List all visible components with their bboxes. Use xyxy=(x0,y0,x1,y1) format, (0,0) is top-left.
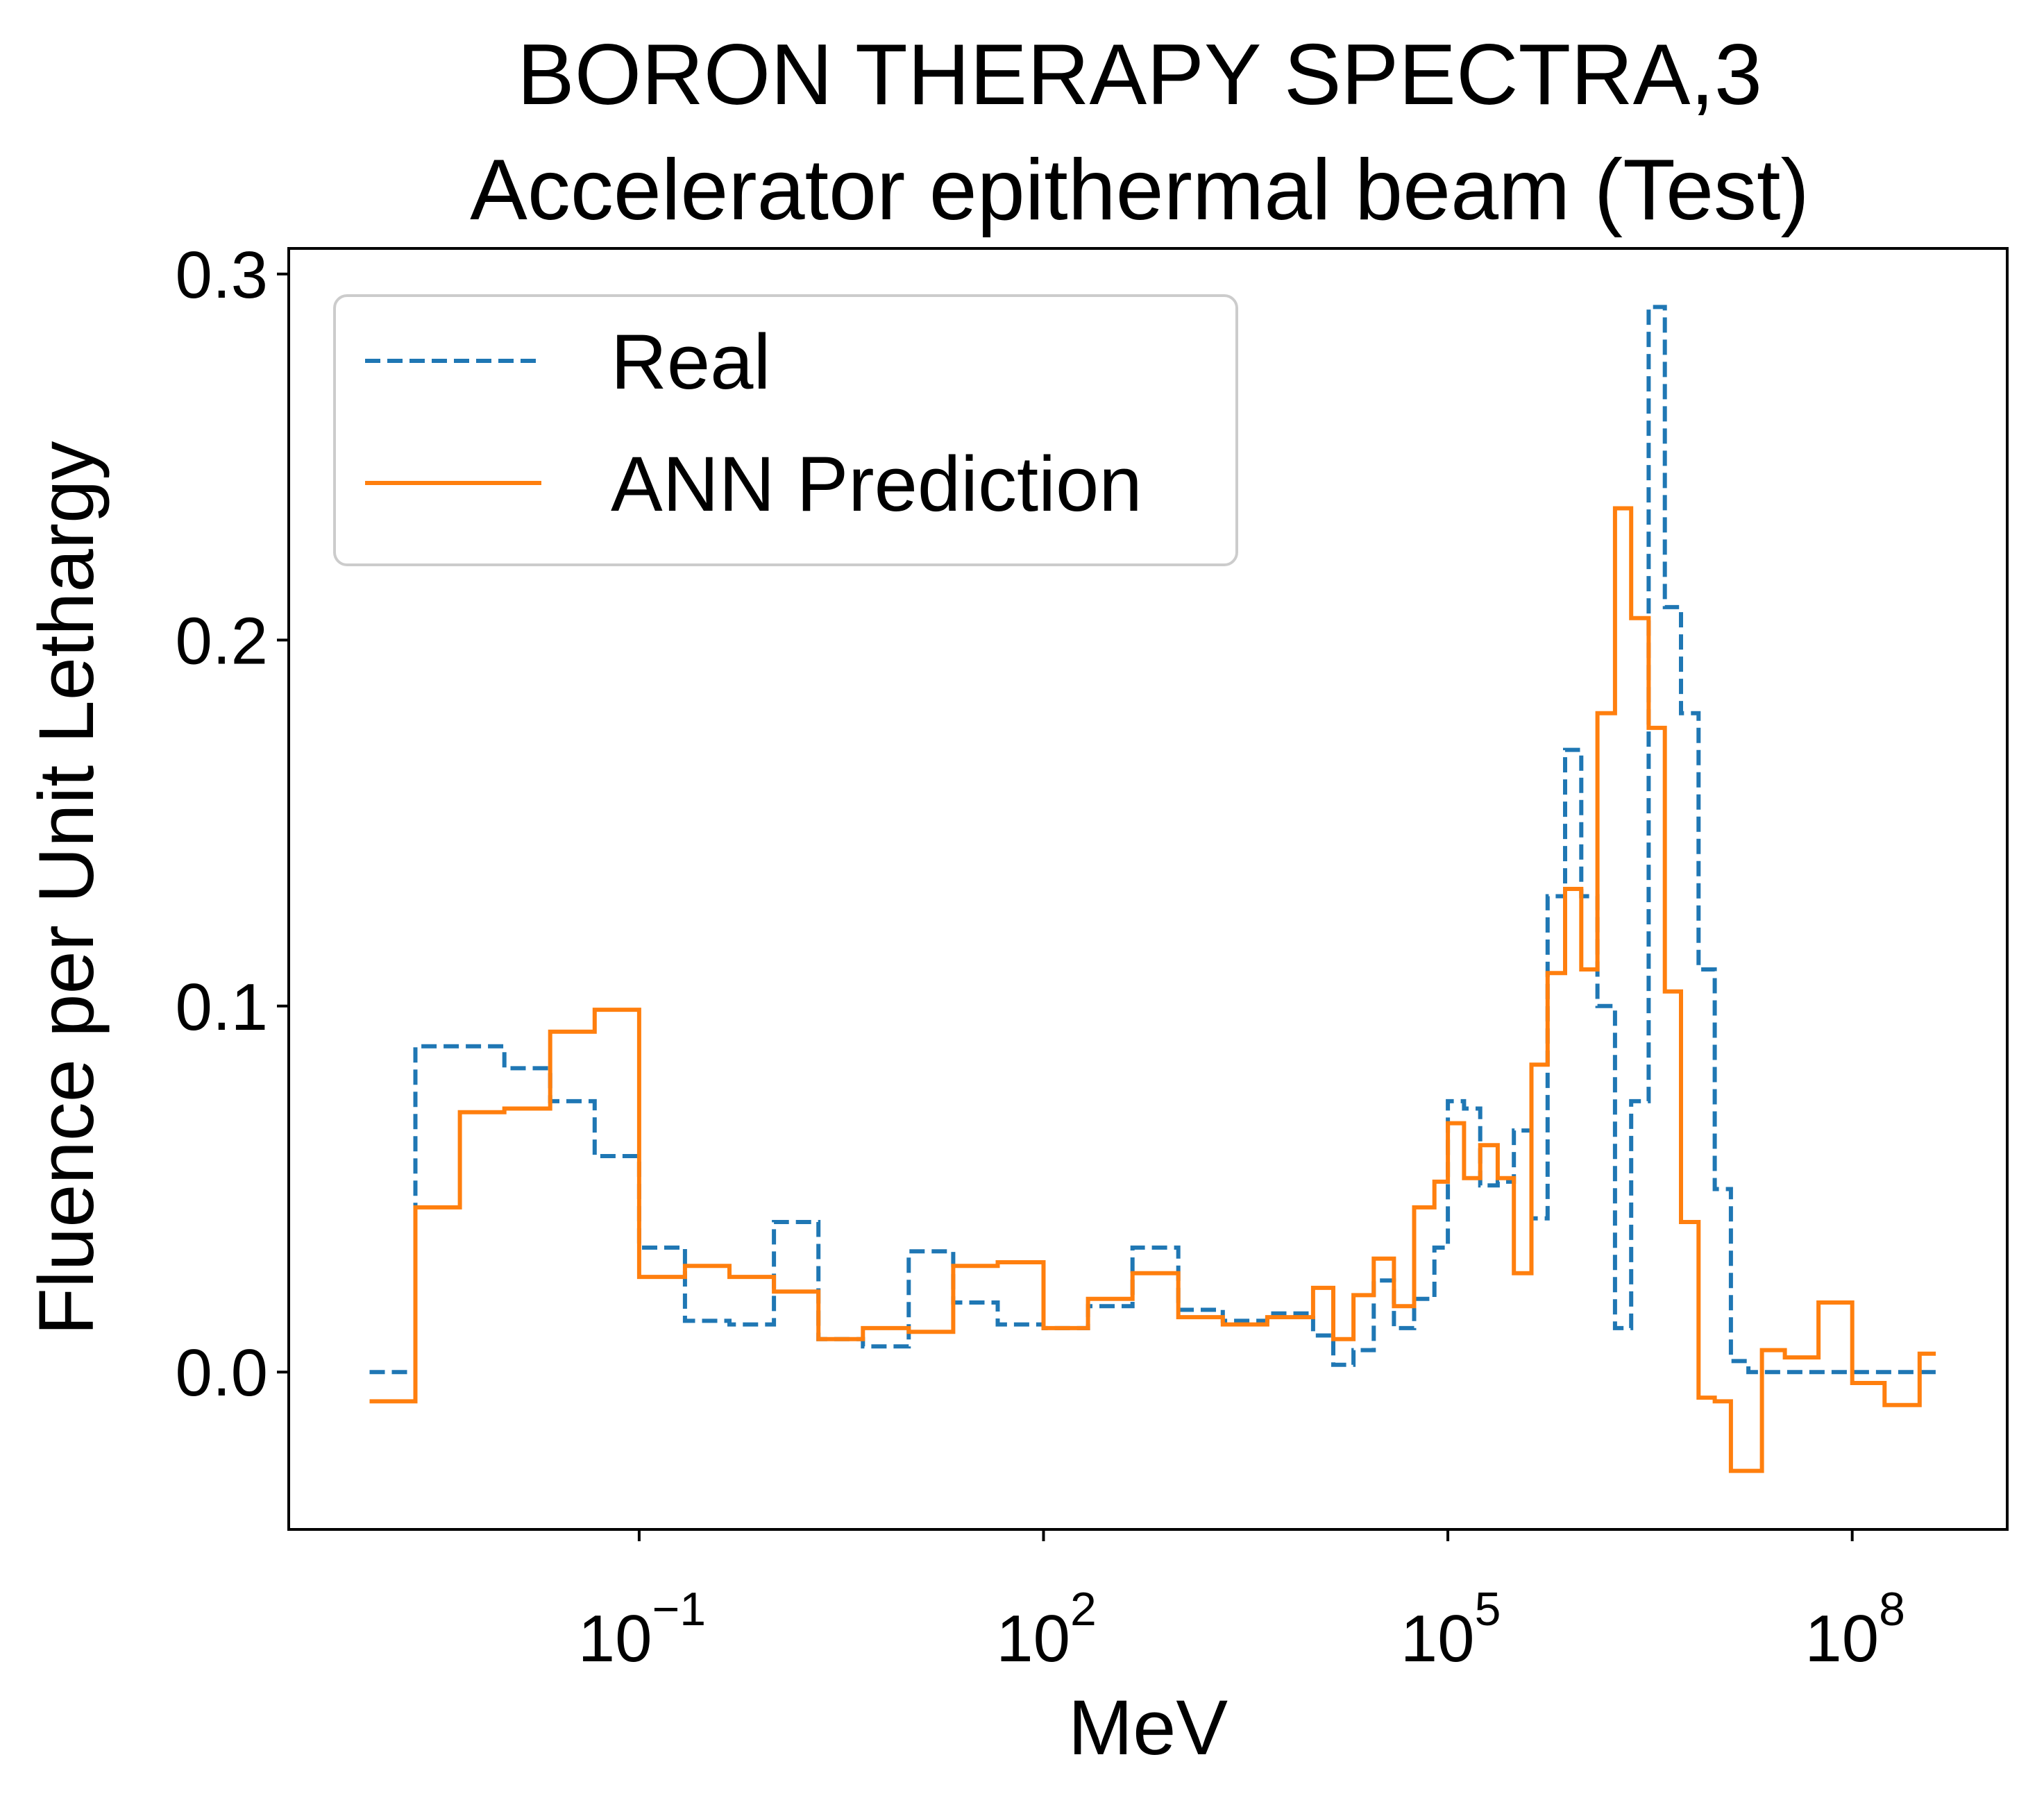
x-tick-label: 10−1 xyxy=(578,1583,706,1676)
legend-label-real: Real xyxy=(611,319,770,405)
legend-box xyxy=(333,294,1238,566)
legend: Real ANN Prediction xyxy=(333,294,1238,566)
y-tick-label: 0.2 xyxy=(176,604,268,678)
y-tick-label: 0.0 xyxy=(176,1336,268,1410)
y-axis-ticks: 0.0 0.1 0.2 0.3 xyxy=(176,238,289,1410)
series-line-ann-prediction xyxy=(369,506,1936,1473)
x-tick-label: 105 xyxy=(1401,1583,1501,1676)
y-axis-label: Fluence per Unit Lethargy xyxy=(23,441,110,1336)
x-axis-label: MeV xyxy=(1068,1684,1228,1771)
series-line-real xyxy=(369,305,1941,1375)
legend-label-ann-prediction: ANN Prediction xyxy=(611,441,1142,527)
chart-title: BORON THERAPY SPECTRA,3 xyxy=(517,27,1762,123)
x-tick-label: 108 xyxy=(1805,1583,1905,1676)
chart-subtitle: Accelerator epithermal beam (Test) xyxy=(470,142,1809,238)
series-layer xyxy=(369,305,1941,1473)
y-tick-label: 0.3 xyxy=(176,238,268,312)
y-tick-label: 0.1 xyxy=(176,970,268,1044)
plot-frame xyxy=(287,247,2009,1531)
x-tick-label: 102 xyxy=(996,1583,1097,1676)
x-axis-ticks: 10−1 102 105 108 xyxy=(578,1529,1905,1676)
